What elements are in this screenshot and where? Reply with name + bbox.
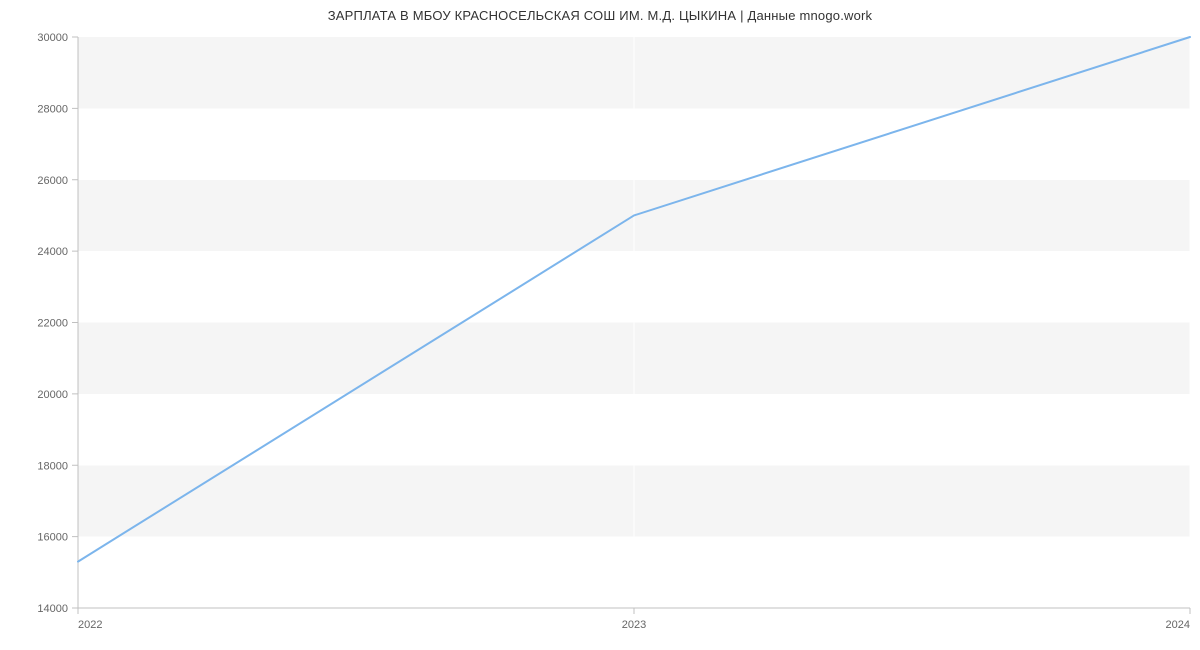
y-tick-label: 22000	[37, 318, 68, 330]
x-tick-label: 2023	[622, 619, 646, 631]
y-tick-label: 30000	[37, 32, 68, 44]
line-chart: ЗАРПЛАТА В МБОУ КРАСНОСЕЛЬСКАЯ СОШ ИМ. М…	[0, 0, 1200, 650]
x-tick-label: 2024	[1166, 619, 1190, 631]
y-tick-label: 18000	[37, 460, 68, 472]
x-axis: 2022 2023 2024	[78, 608, 1190, 631]
x-tick-label: 2022	[78, 619, 102, 631]
y-tick-label: 26000	[37, 175, 68, 187]
y-tick-label: 14000	[37, 603, 68, 615]
y-axis: 14000 16000 18000 20000 22000 24000 26000 28000…	[37, 32, 78, 615]
y-tick-label: 24000	[37, 246, 68, 258]
y-tick-label: 20000	[37, 389, 68, 401]
chart-svg: 14000 16000 18000 20000 22000 24000 26000 28000…	[0, 0, 1200, 650]
y-tick-label: 28000	[37, 103, 68, 115]
y-tick-label: 16000	[37, 532, 68, 544]
